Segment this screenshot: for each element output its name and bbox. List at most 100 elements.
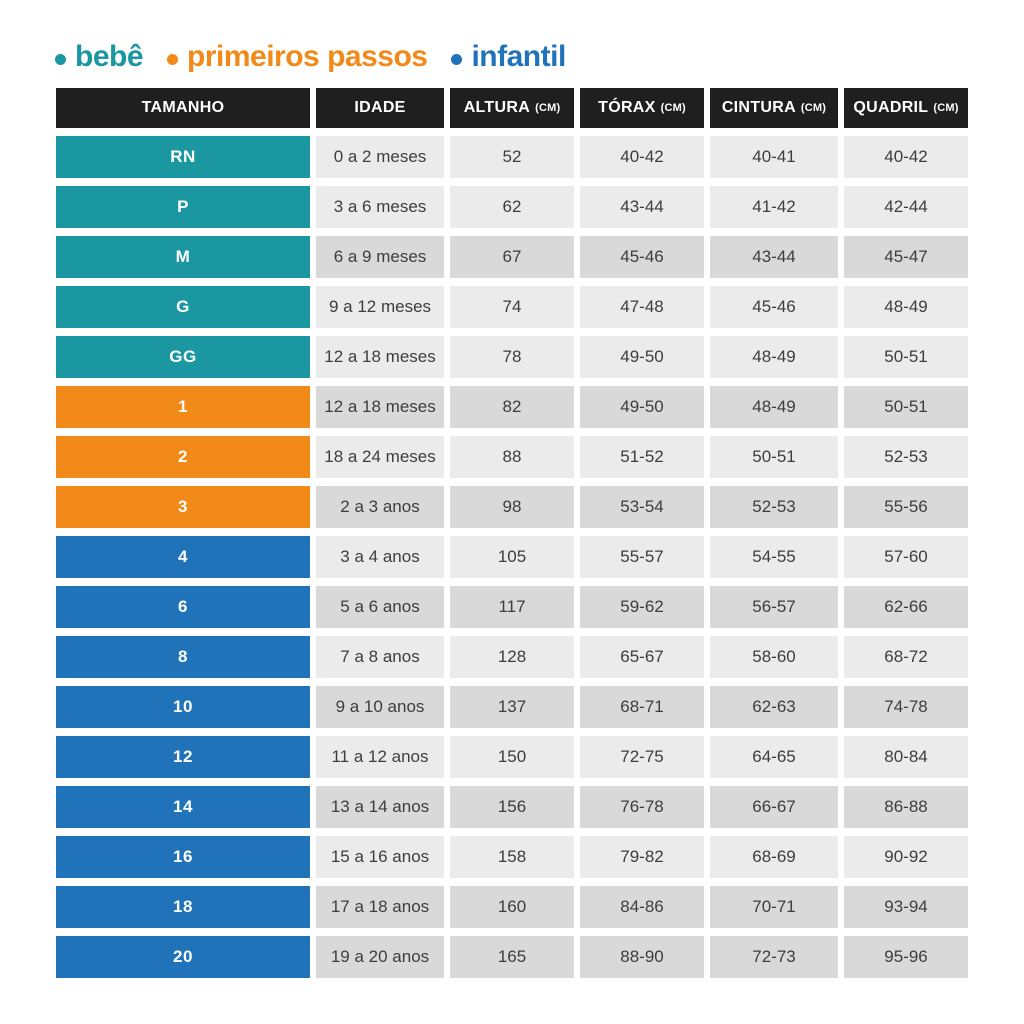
altura-cell: 158 [450,836,574,878]
column-header-altura: ALTURA (CM) [450,88,574,128]
header-label: IDADE [354,99,406,116]
torax-cell: 68-71 [580,686,704,728]
altura-cell: 156 [450,786,574,828]
legend-bullet-icon [55,53,66,65]
legend-label: infantil [471,40,566,73]
size-cell: 10 [56,686,310,728]
altura-cell: 137 [450,686,574,728]
column-header-cintura: CINTURA (CM) [710,88,838,128]
cintura-cell: 48-49 [710,336,838,378]
altura-cell: 88 [450,436,574,478]
size-cell: 18 [56,886,310,928]
legend-bullet-icon [167,53,179,65]
legend-label: bebê [75,40,144,73]
legend-item-infantil: infantil [451,40,566,74]
quadril-cell: 52-53 [844,436,968,478]
size-cell: 12 [56,736,310,778]
idade-cell: 7 a 8 anos [316,636,444,678]
altura-cell: 128 [450,636,574,678]
quadril-cell: 86-88 [844,786,968,828]
torax-cell: 40-42 [580,136,704,178]
quadril-cell: 50-51 [844,386,968,428]
idade-cell: 12 a 18 meses [316,386,444,428]
altura-cell: 105 [450,536,574,578]
size-cell: 6 [56,586,310,628]
legend: bebê primeiros passos infantil [55,40,566,74]
header-unit: (CM) [660,102,686,114]
torax-cell: 51-52 [580,436,704,478]
torax-cell: 72-75 [580,736,704,778]
torax-cell: 47-48 [580,286,704,328]
quadril-cell: 45-47 [844,236,968,278]
cintura-cell: 68-69 [710,836,838,878]
quadril-cell: 93-94 [844,886,968,928]
size-cell: 1 [56,386,310,428]
quadril-cell: 57-60 [844,536,968,578]
torax-cell: 55-57 [580,536,704,578]
quadril-cell: 68-72 [844,636,968,678]
cintura-cell: 64-65 [710,736,838,778]
altura-cell: 98 [450,486,574,528]
cintura-cell: 40-41 [710,136,838,178]
legend-item-primeiros-passos: primeiros passos [167,40,428,74]
quadril-cell: 55-56 [844,486,968,528]
quadril-cell: 48-49 [844,286,968,328]
column-header-idade: IDADE [316,88,444,128]
torax-cell: 79-82 [580,836,704,878]
quadril-cell: 40-42 [844,136,968,178]
quadril-cell: 74-78 [844,686,968,728]
cintura-cell: 45-46 [710,286,838,328]
torax-cell: 59-62 [580,586,704,628]
cintura-cell: 72-73 [710,936,838,978]
torax-cell: 88-90 [580,936,704,978]
altura-cell: 52 [450,136,574,178]
size-cell: 2 [56,436,310,478]
legend-label: primeiros passos [187,40,428,73]
column-header-torax: TÓRAX (CM) [580,88,704,128]
torax-cell: 84-86 [580,886,704,928]
size-cell: M [56,236,310,278]
size-chart-table: TAMANHO IDADE ALTURA (CM) TÓRAX (CM) CINTURA (C… [56,88,968,978]
size-cell: 20 [56,936,310,978]
altura-cell: 82 [450,386,574,428]
cintura-cell: 52-53 [710,486,838,528]
quadril-cell: 42-44 [844,186,968,228]
torax-cell: 76-78 [580,786,704,828]
idade-cell: 19 a 20 anos [316,936,444,978]
idade-cell: 2 a 3 anos [316,486,444,528]
torax-cell: 53-54 [580,486,704,528]
size-cell: G [56,286,310,328]
torax-cell: 65-67 [580,636,704,678]
size-cell: 16 [56,836,310,878]
idade-cell: 6 a 9 meses [316,236,444,278]
idade-cell: 18 a 24 meses [316,436,444,478]
idade-cell: 15 a 16 anos [316,836,444,878]
idade-cell: 9 a 10 anos [316,686,444,728]
size-cell: P [56,186,310,228]
altura-cell: 150 [450,736,574,778]
header-unit: (CM) [933,102,959,114]
altura-cell: 78 [450,336,574,378]
header-unit: (CM) [535,102,561,114]
altura-cell: 74 [450,286,574,328]
header-unit: (CM) [800,102,827,114]
cintura-cell: 43-44 [710,236,838,278]
legend-item-bebe: bebê [55,40,144,74]
quadril-cell: 80-84 [844,736,968,778]
cintura-cell: 48-49 [710,386,838,428]
size-cell: 14 [56,786,310,828]
idade-cell: 17 a 18 anos [316,886,444,928]
column-header-size: TAMANHO [56,88,310,128]
size-cell: 8 [56,636,310,678]
torax-cell: 45-46 [580,236,704,278]
header-label: TAMANHO [141,99,225,116]
idade-cell: 3 a 4 anos [316,536,444,578]
cintura-cell: 62-63 [710,686,838,728]
quadril-cell: 50-51 [844,336,968,378]
cintura-cell: 56-57 [710,586,838,628]
size-cell: 3 [56,486,310,528]
cintura-cell: 54-55 [710,536,838,578]
cintura-cell: 66-67 [710,786,838,828]
idade-cell: 11 a 12 anos [316,736,444,778]
